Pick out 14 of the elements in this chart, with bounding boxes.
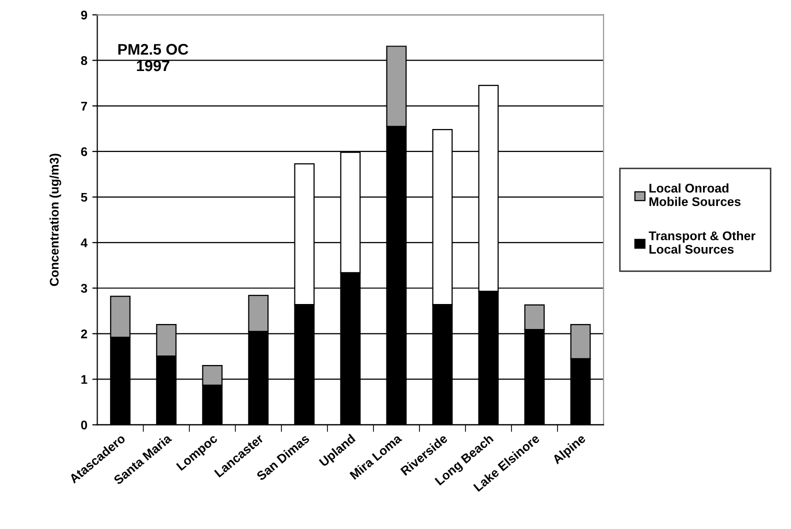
legend-label: Local Onroad Mobile Sources	[649, 183, 741, 206]
y-axis-title: Concentration (ug/m3)	[49, 154, 62, 286]
y-tick-label: 2	[81, 329, 88, 338]
y-tick-label: 6	[81, 147, 88, 156]
y-tick-label: 7	[81, 102, 88, 110]
y-tick-label: 5	[81, 192, 88, 202]
y-tick-label: 8	[81, 56, 88, 66]
legend-label: Transport & Other Local Sources	[648, 231, 756, 254]
y-tick-label: 0	[81, 420, 88, 430]
y-tick-label: 4	[80, 238, 88, 248]
y-tick-label: 9	[81, 10, 88, 20]
y-tick-label: 1	[81, 375, 88, 384]
annotation: PM2.5 OC 1997	[118, 44, 188, 72]
y-tick-label: 3	[80, 284, 88, 293]
